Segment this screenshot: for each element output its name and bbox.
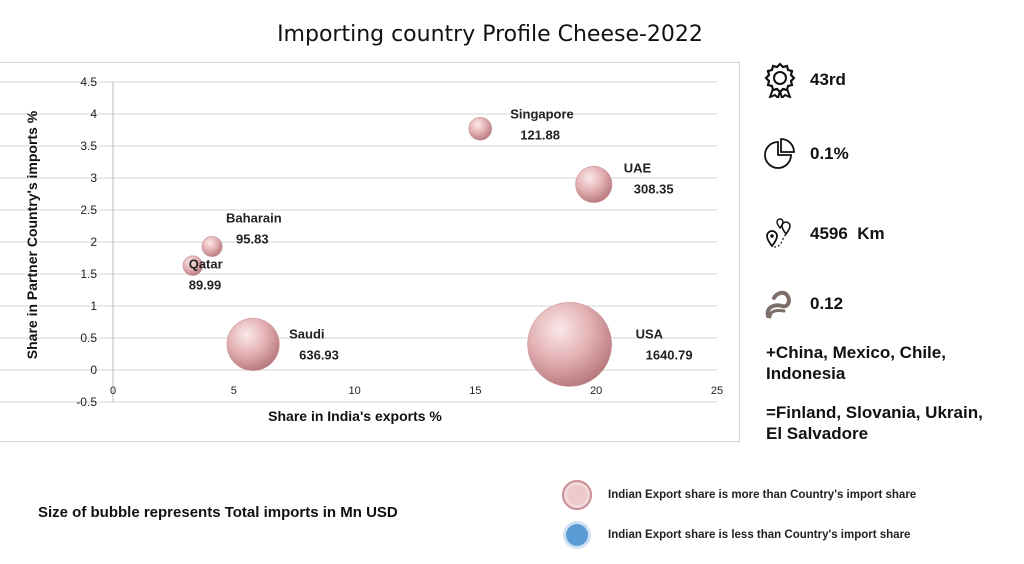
bubble-size-note: Size of bubble represents Total imports …: [38, 504, 398, 521]
legend-label-more: Indian Export share is more than Country…: [608, 489, 917, 501]
x-tick-label: 25: [711, 385, 723, 397]
y-tick-label: -0.5: [76, 395, 97, 409]
bubble-label-name: Baharain: [226, 210, 282, 225]
blue-bubble-icon: [560, 518, 594, 552]
y-tick-label: 4: [90, 107, 97, 121]
bubble-baharain: [201, 236, 223, 257]
x-tick-label: 15: [469, 385, 481, 397]
bubble-qatar: [182, 255, 203, 276]
y-tick-label: 1: [90, 299, 97, 313]
bubbles: [182, 116, 613, 387]
x-tick-label: 20: [590, 385, 602, 397]
pink-bubble-icon: [560, 478, 594, 512]
pie-chart-icon: [760, 136, 800, 172]
y-tick-label: 3.5: [80, 139, 97, 153]
bubble-label-size: 89.99: [189, 278, 222, 293]
bubble-labels: Singapore 121.88 UAE 308.35 Baharain 95.83 Qat…: [189, 107, 693, 363]
competitors-equal-text: =Finland, Slovania, Ukrain, El Salvadore: [766, 403, 983, 443]
chart-title: Importing country Profile Cheese-2022: [277, 22, 703, 47]
bubble-chart: -0.5 0 0.5 1 1.5 2 2.5 3 3.5 4 4.5 0 5 10 15 20 25 Singa…: [0, 75, 723, 409]
stat-distance: 4596 Km: [760, 216, 885, 252]
bubble-saudi: [226, 317, 280, 371]
stat-rank-value: 43rd: [810, 70, 846, 89]
bubble-label-name: Singapore: [510, 107, 574, 122]
y-tick-label: 2: [90, 235, 97, 249]
stat-rank: 43rd: [760, 62, 846, 98]
x-tick-label: 5: [231, 385, 237, 397]
grid-lines: [0, 81, 717, 403]
y-tick-label: 3: [90, 171, 97, 185]
stat-index: 0.12: [760, 286, 843, 322]
chart-frame: [0, 62, 740, 442]
bubble-singapore: [468, 116, 492, 141]
y-tick-label: 0: [90, 363, 97, 377]
x-tick-label: 0: [110, 385, 116, 397]
bubble-label-size: 121.88: [520, 128, 560, 143]
x-tick-label: 10: [348, 385, 360, 397]
y-tick-label: 0.5: [80, 331, 97, 345]
bubble-label-name: Qatar: [189, 257, 223, 272]
award-ribbon-icon: [760, 62, 800, 98]
bubble-label-size: 308.35: [634, 181, 674, 196]
bubble-label-name: UAE: [624, 160, 652, 175]
bubble-label-size: 95.83: [236, 231, 269, 246]
legend-item-more: Indian Export share is more than Country…: [560, 478, 1000, 512]
stat-share: 0.1%: [760, 136, 849, 172]
competitors-plus-text: +China, Mexico, Chile, Indonesia: [766, 343, 946, 383]
curve-icon: [760, 286, 800, 322]
y-axis-title: Share in Partner Country's imports %: [24, 110, 40, 360]
bubble-label-size: 1640.79: [646, 347, 693, 362]
stat-index-value: 0.12: [810, 294, 844, 313]
bubble-usa: [527, 302, 612, 387]
map-pins-icon: [760, 216, 800, 252]
bubble-label-name: Saudi: [289, 326, 324, 341]
legend-item-less: Indian Export share is less than Country…: [560, 518, 1000, 552]
legend-label-less: Indian Export share is less than Country…: [608, 529, 911, 541]
axis-ticks: -0.5 0 0.5 1 1.5 2 2.5 3 3.5 4 4.5 0 5 10 15 20 25: [76, 75, 723, 409]
stat-share-value: 0.1%: [810, 144, 849, 163]
bubble-label-name: USA: [636, 326, 664, 341]
y-tick-label: 1.5: [80, 267, 97, 281]
stat-distance-value: 4596 Km: [810, 224, 885, 243]
bubble-label-size: 636.93: [299, 347, 339, 362]
bubble-uae: [575, 165, 613, 203]
y-tick-label: 2.5: [80, 203, 97, 217]
y-tick-label: 4.5: [80, 75, 97, 89]
x-axis-title: Share in India's exports %: [268, 408, 442, 424]
